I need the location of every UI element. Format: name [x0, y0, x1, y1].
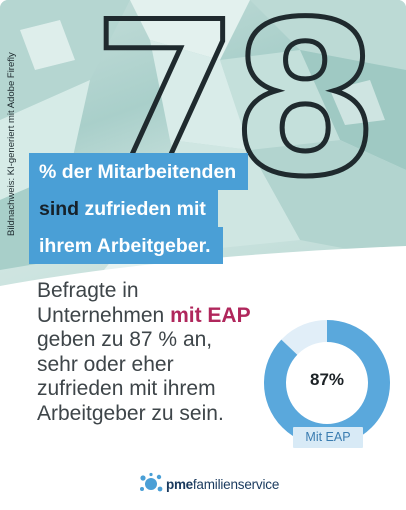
logo-splash-icon	[140, 472, 163, 492]
donut-value-label: 87%	[309, 370, 345, 389]
headline-line-2-dark: sind	[39, 198, 80, 220]
photo-credit: Bildnachweis: KI-generiert mit Adobe Fir…	[6, 52, 17, 236]
pme-logo: pme familienservice	[138, 470, 279, 498]
body-part-2: geben zu 87 % an, sehr oder eher zufried…	[37, 328, 224, 425]
wave-divider	[0, 246, 406, 318]
headline-line-2-rest: zufrieden mit	[79, 198, 206, 220]
headline-line-2: sind zufrieden mit	[29, 190, 218, 227]
headline-line-3: ihrem Arbeitgeber.	[29, 227, 223, 264]
body-paragraph: Befragte in Unternehmen mit EAP geben zu…	[37, 279, 257, 427]
body-accent: mit EAP	[170, 303, 251, 327]
donut-category-tag: Mit EAP	[293, 427, 363, 448]
headline-line-1-text: % der Mitarbeitenden	[39, 161, 237, 183]
logo-pme: pme	[166, 476, 193, 492]
logo-familienservice: familienservice	[192, 476, 280, 492]
headline-line-3-text: ihrem Arbeitgeber.	[39, 235, 211, 257]
headline-line-1: % der Mitarbeitenden	[29, 153, 249, 190]
body-part-1: Befragte in Unternehmen	[37, 279, 171, 327]
